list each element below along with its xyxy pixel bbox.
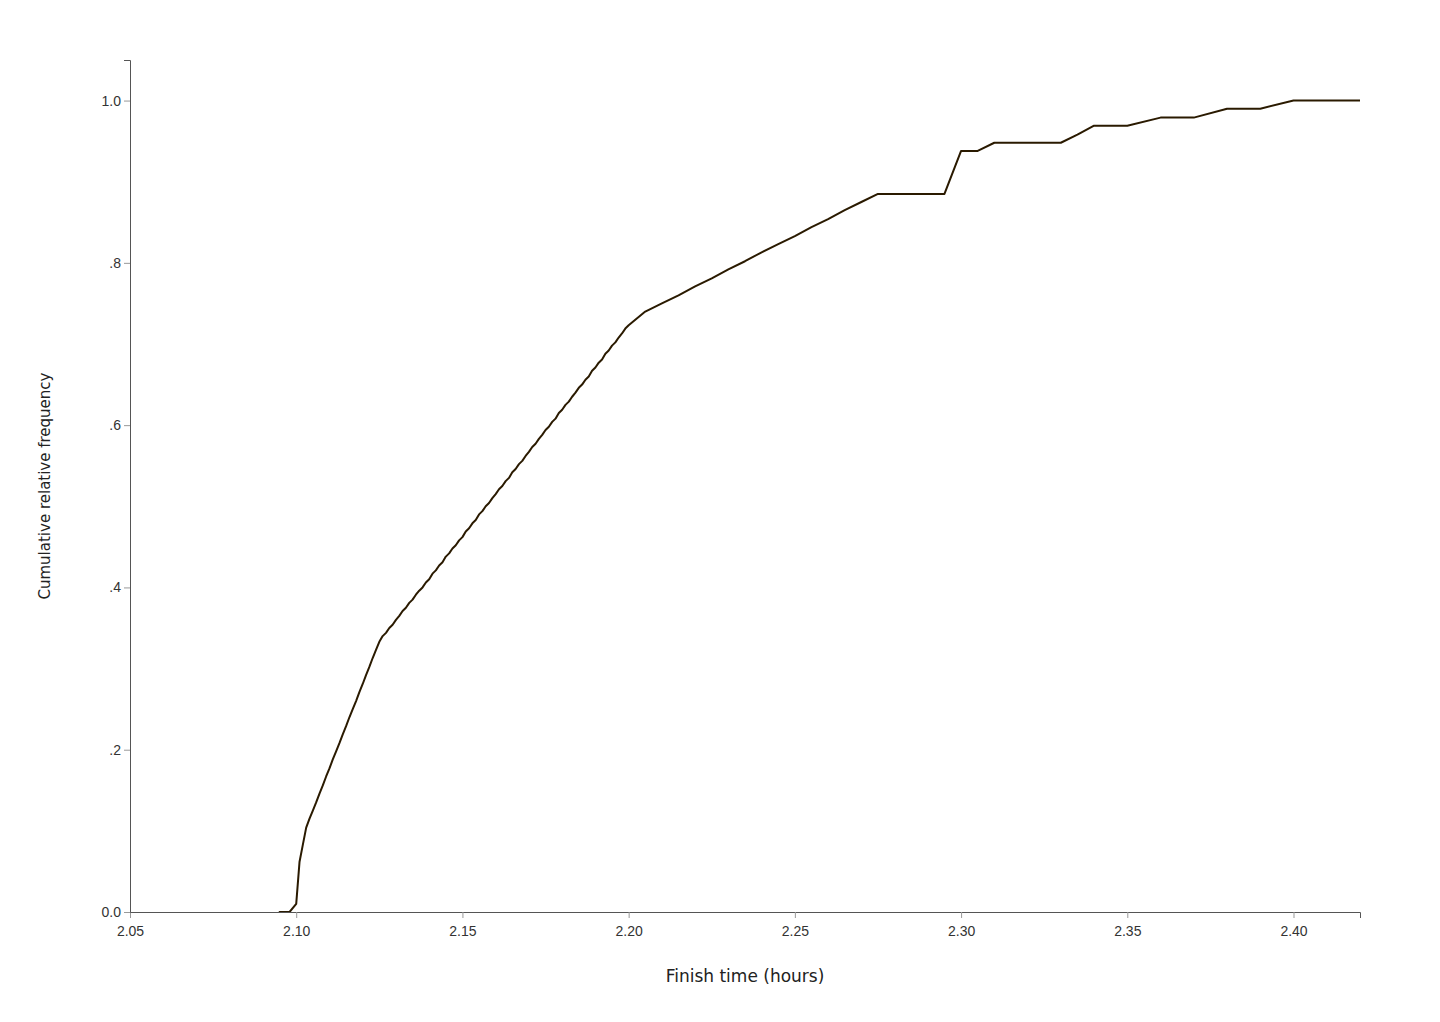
marks [280,101,1360,912]
y-tick-mark [124,587,130,588]
y-tick-mark [124,263,130,264]
y-tick: .6 [109,417,130,433]
x-tick-label: 2.05 [117,923,144,939]
x-axis-line [131,913,1361,919]
x-tick: 2.35 [1114,912,1141,939]
y-axis-line [124,61,131,913]
x-tick: 2.25 [782,912,809,939]
x-tick: 2.30 [948,912,975,939]
y-tick-label: 0.0 [102,904,122,920]
chart: 2.05 2.10 2.15 2.20 2.25 2.30 2.35 2.40 0.0 .2 .4.… [0,0,1440,1022]
x-tick: 2.20 [616,912,643,939]
x-tick-label: 2.40 [1280,923,1307,939]
x-tick-label: 2.25 [782,923,809,939]
x-axis-title: Finish time (hours) [666,966,825,986]
x-tick-label: 2.15 [449,923,476,939]
y-tick: 1.0 [102,93,130,109]
y-tick-label: .2 [109,742,121,758]
x-tick: 2.10 [283,912,310,939]
x-tick-mark [462,912,463,918]
y-axis-title: Cumulative relative frequency [36,372,54,599]
y-tick-mark [124,425,130,426]
y-tick-mark [124,912,130,913]
y-tick-label: 1.0 [102,93,122,109]
x-tick-label: 2.20 [616,923,643,939]
x-tick: 2.15 [449,912,476,939]
y-tick: .2 [109,742,130,758]
x-tick-mark [629,912,630,918]
y-tick-mark [124,101,130,102]
x-tick-mark [1294,912,1295,918]
x-tick-mark [296,912,297,918]
line [280,101,1360,912]
plot: 2.05 2.10 2.15 2.20 2.25 2.30 2.35 2.40 0.0 .2 .4.… [36,61,1361,987]
y-axis: 0.0 .2 .4 .6 .8 1.0 [102,61,131,920]
y-tick: 0.0 [102,904,130,920]
y-tick-mark [124,750,130,751]
x-tick-label: 2.35 [1114,923,1141,939]
y-tick: .4 [109,579,130,595]
y-tick-label: .8 [109,255,121,271]
y-tick: .8 [109,255,130,271]
x-tick-label: 2.10 [283,923,310,939]
x-tick-mark [1127,912,1128,918]
x-tick-mark [961,912,962,918]
x-tick-label: 2.30 [948,923,975,939]
x-axis: 2.05 2.10 2.15 2.20 2.25 2.30 2.35 2.40 [117,912,1361,939]
y-tick-label: .6 [109,417,121,433]
x-tick-mark [795,912,796,918]
x-tick: 2.40 [1280,912,1307,939]
y-tick-label: .4 [109,579,121,595]
